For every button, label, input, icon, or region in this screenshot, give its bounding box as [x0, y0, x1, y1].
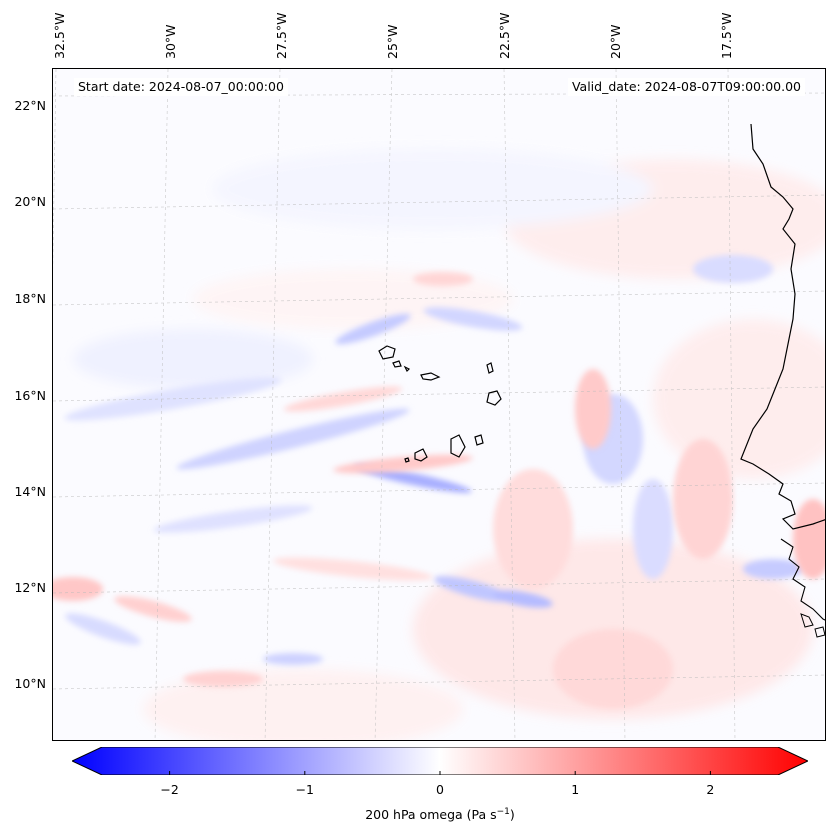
coastline-africa	[740, 123, 825, 530]
colorbar-tick-label: 1	[571, 782, 580, 797]
lat-label-18n: 18°N	[14, 291, 46, 306]
colorbar-tick-label: 0	[436, 782, 444, 797]
colorbar-tick-label: −1	[295, 782, 315, 797]
omega-positive-features	[53, 272, 825, 709]
map-panel[interactable]	[52, 68, 826, 741]
cape-verde-islands	[378, 345, 502, 463]
start-date-label: Start date: 2024-08-07_00:00:00	[74, 78, 288, 96]
lon-label-20w: 20°W	[608, 24, 623, 59]
coastline-islands-bijagos	[800, 613, 825, 638]
omega-negative-features	[64, 255, 803, 665]
colorbar-ramp	[72, 747, 808, 775]
lon-label-22-5w: 22.5°W	[497, 12, 512, 59]
colorbar-tick-label: 2	[706, 782, 715, 797]
lat-label-10n: 10°N	[14, 676, 46, 691]
colorbar-label-exponent: −1	[496, 807, 510, 817]
omega-field-map	[53, 69, 825, 740]
lat-label-14n: 14°N	[14, 484, 46, 499]
lon-label-32-5w: 32.5°W	[52, 12, 67, 59]
valid-date-label: Valid_date: 2024-08-07T09:00:00.00	[567, 78, 805, 96]
lon-label-25w: 25°W	[385, 24, 400, 59]
lat-label-22n: 22°N	[14, 98, 46, 113]
lat-label-16n: 16°N	[14, 388, 46, 403]
colorbar-label-end: )	[509, 807, 515, 823]
colorbar-label-main: 200 hPa omega (Pa s	[365, 807, 497, 823]
colorbar-label: 200 hPa omega (Pa s−1)	[0, 807, 837, 822]
lon-label-27-5w: 27.5°W	[274, 12, 289, 59]
lon-label-30w: 30°W	[163, 24, 178, 59]
lat-label-20n: 20°N	[14, 194, 46, 209]
colorbar-tick-label: −2	[160, 782, 179, 797]
lat-label-12n: 12°N	[14, 580, 46, 595]
graticule	[53, 69, 825, 740]
lon-label-17-5w: 17.5°W	[719, 12, 734, 59]
coastline-gambia-guinea	[780, 538, 825, 621]
colorbar	[72, 747, 808, 775]
